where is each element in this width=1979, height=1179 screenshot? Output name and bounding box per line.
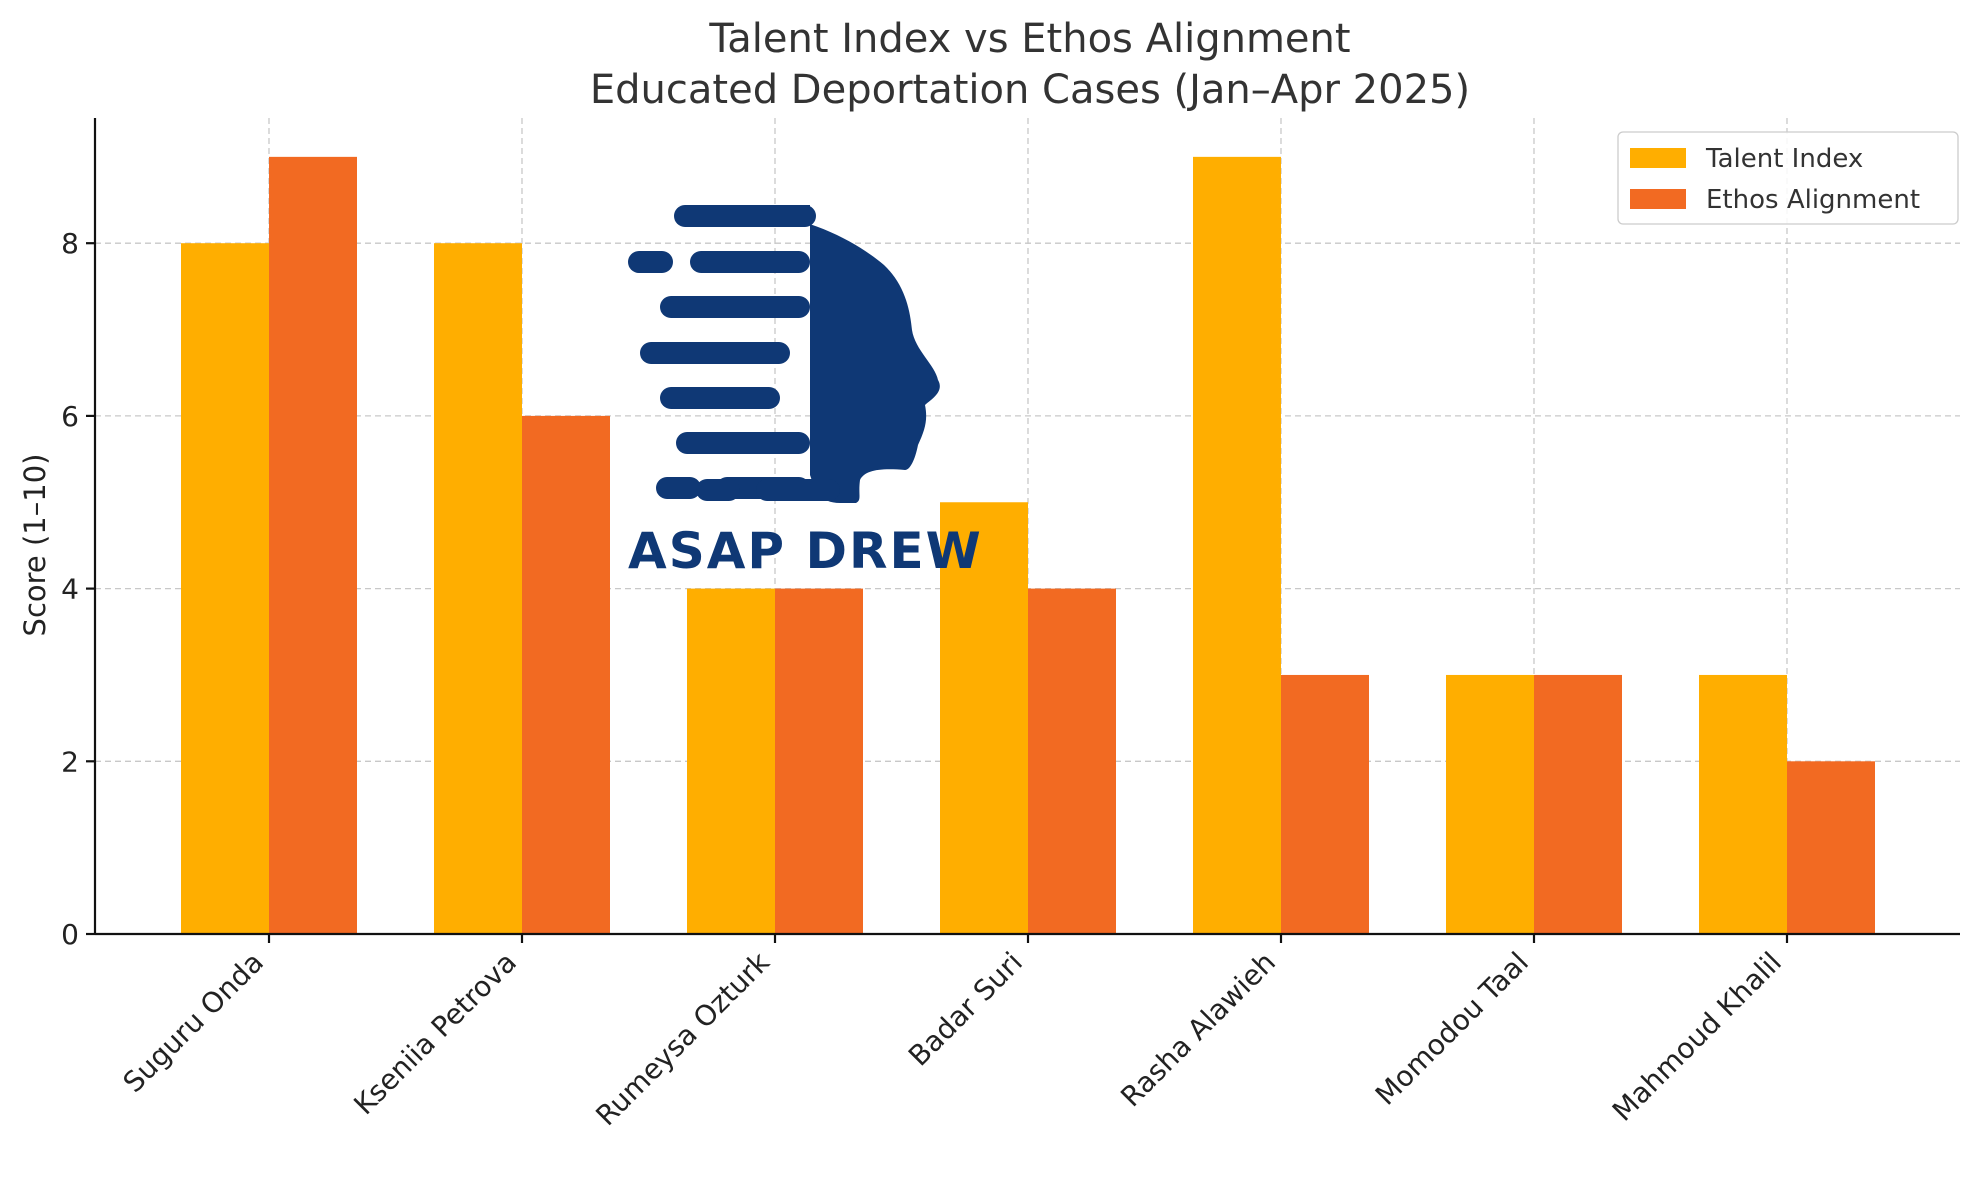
y-tick-label: 8 [61,227,79,260]
ethos-alignment-bar [1028,588,1116,934]
bars [181,156,1875,934]
x-tick-label: Suguru Onda [117,946,270,1099]
x-tick-label: Kseniia Petrova [347,946,523,1122]
ethos-alignment-bar [1281,674,1369,934]
talent-index-bar [1446,674,1534,934]
chart-subtitle: Educated Deportation Cases (Jan–Apr 2025… [590,67,1470,113]
talent-index-bar [940,502,1028,934]
x-tick-label: Rumeysa Ozturk [589,945,776,1132]
y-tick-label: 6 [61,400,79,433]
ethos-alignment-bar [775,588,863,934]
ethos-alignment-bar [522,415,610,934]
legend-label: Ethos Alignment [1706,185,1920,215]
logo-text: ASAP DREW [628,522,983,580]
x-tick-label: Momodou Taal [1369,946,1535,1112]
asap-drew-logo: ASAP DREW [628,205,983,580]
ethos-alignment-bar [1534,674,1622,934]
legend-swatch [1630,189,1686,209]
legend-box [1617,131,1959,225]
chart-title: Talent Index vs Ethos Alignment [708,16,1350,62]
x-tick-label: Badar Suri [902,946,1029,1073]
y-tick-label: 2 [61,745,79,778]
talent-index-bar [1699,674,1787,934]
talent-index-bar [1193,156,1281,934]
x-tick-label: Mahmoud Khalil [1606,946,1788,1128]
talent-index-bar [434,243,522,934]
head-profile-icon [628,205,940,503]
talent-index-bar [181,243,269,934]
y-axis-label: Score (1–10) [18,454,52,637]
talent-index-bar [687,588,775,934]
x-tick-label: Rasha Alawieh [1114,946,1282,1114]
ethos-alignment-bar [1787,761,1875,934]
legend-swatch [1630,148,1686,168]
legend-label: Talent Index [1705,144,1863,174]
legend: Talent Index Ethos Alignment [1617,131,1959,225]
ethos-alignment-bar [269,156,357,934]
y-tick-label: 0 [61,918,79,951]
y-tick-label: 4 [61,573,79,606]
